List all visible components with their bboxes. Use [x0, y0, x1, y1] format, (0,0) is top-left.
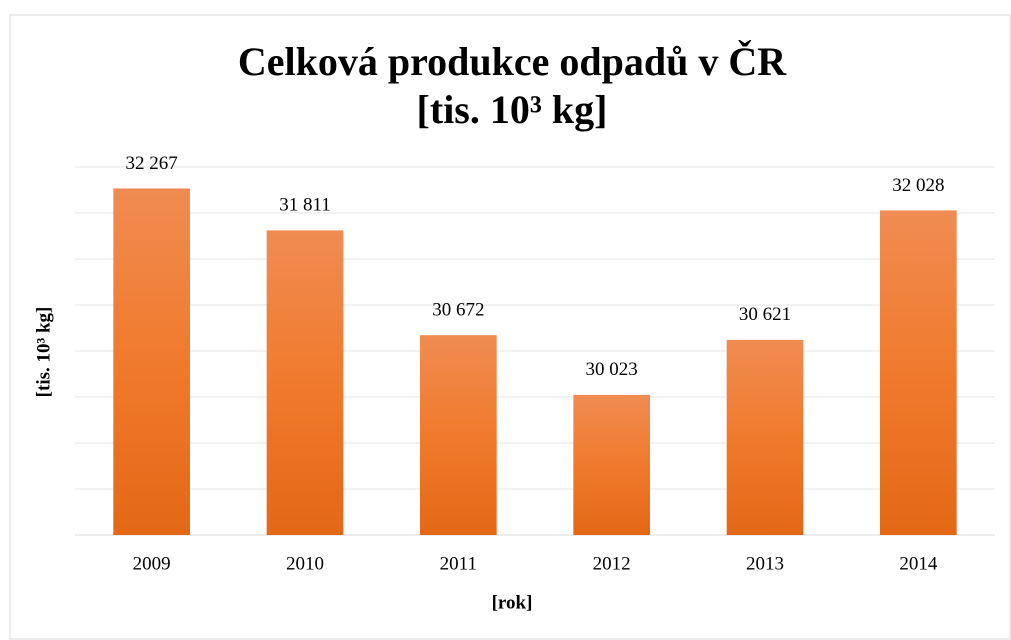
- bar: [113, 188, 190, 535]
- x-tick-label: 2009: [133, 553, 171, 574]
- data-label: 32 028: [892, 175, 944, 196]
- x-axis-title: [rok]: [492, 592, 533, 613]
- chart-title: Celková produkce odpadů v ČR: [238, 39, 787, 84]
- bar: [880, 210, 957, 535]
- data-label: 30 023: [586, 359, 638, 380]
- chart-title: [tis. 10³ kg]: [417, 87, 608, 132]
- data-label: 30 672: [432, 300, 484, 321]
- data-label: 30 621: [739, 304, 791, 325]
- data-label: 32 267: [126, 153, 178, 174]
- y-axis-title: [tis. 10³ kg]: [33, 307, 54, 398]
- x-tick-label: 2011: [440, 553, 477, 574]
- x-tick-label: 2012: [593, 553, 631, 574]
- bar: [726, 339, 804, 535]
- bar: [266, 230, 344, 535]
- x-tick-label: 2014: [899, 553, 938, 574]
- data-label: 31 811: [279, 195, 331, 216]
- x-tick-label: 2010: [286, 553, 324, 574]
- x-tick-label: 2013: [746, 553, 784, 574]
- bar: [573, 394, 650, 535]
- bar: [420, 335, 497, 535]
